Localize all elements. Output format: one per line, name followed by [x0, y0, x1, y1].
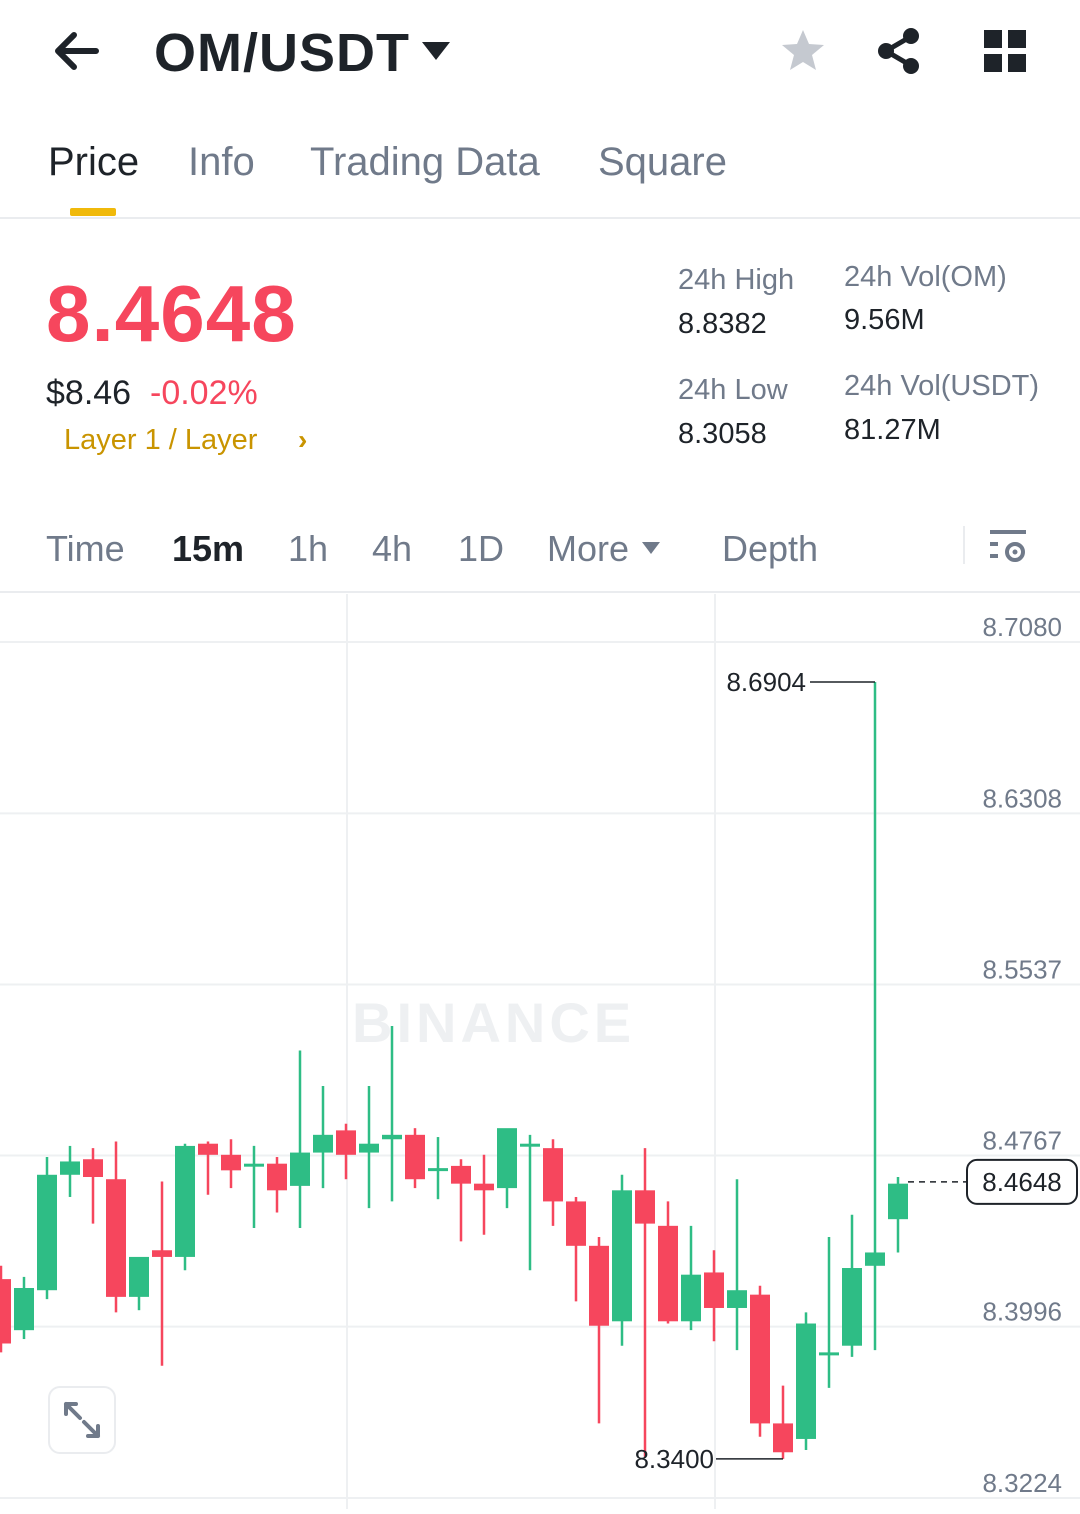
caret-down-icon — [422, 42, 450, 60]
candle-body — [612, 1190, 632, 1322]
vol-quote-value: 81.27M — [844, 414, 941, 446]
interval-4h[interactable]: 4h — [372, 528, 413, 569]
share-icon — [878, 28, 919, 74]
share-button[interactable] — [874, 26, 924, 76]
interval-1d[interactable]: 1D — [458, 528, 505, 569]
candle-body — [681, 1274, 701, 1322]
y-tick-label: 8.3224 — [982, 1468, 1062, 1498]
candle-body — [37, 1174, 57, 1291]
candle-body — [796, 1323, 816, 1439]
candle-body — [497, 1128, 517, 1189]
chart-settings-button[interactable] — [988, 526, 1028, 566]
candle-body — [60, 1161, 80, 1175]
last-price-label: 8.4648 — [982, 1167, 1062, 1197]
star-icon — [782, 30, 824, 70]
low-marker-label: 8.3400 — [634, 1444, 714, 1474]
high-value: 8.8382 — [678, 308, 767, 340]
tabs-divider — [0, 217, 1080, 219]
price-change-percent: -0.02% — [150, 374, 258, 412]
candle-body — [566, 1201, 586, 1246]
tab-price[interactable]: Price — [48, 140, 140, 184]
interval-divider — [963, 526, 965, 564]
candle-body — [198, 1143, 218, 1155]
category-chevron-icon[interactable]: › — [298, 424, 308, 455]
candle-body — [635, 1190, 655, 1224]
tab-info[interactable]: Info — [188, 140, 255, 184]
exchange-watermark: BINANCE — [352, 991, 636, 1054]
y-tick-label: 8.6308 — [982, 783, 1062, 813]
last-price: 8.4648 — [46, 269, 297, 358]
more-caret-icon[interactable] — [640, 540, 662, 561]
candle-body — [14, 1287, 34, 1331]
candle-body — [336, 1130, 356, 1155]
pair-dropdown-button[interactable] — [418, 38, 454, 64]
chart-settings-icon — [990, 530, 1026, 562]
candle-body — [727, 1290, 747, 1308]
candle-body — [658, 1225, 678, 1322]
candle-body — [773, 1423, 793, 1453]
vol-quote-label: 24h Vol(USDT) — [844, 370, 1040, 402]
y-tick-label: 8.7080 — [982, 612, 1062, 642]
tab-trading-data[interactable]: Trading Data — [310, 140, 540, 184]
candle-body — [750, 1294, 770, 1424]
candle-body — [842, 1268, 862, 1346]
candle-body — [704, 1272, 724, 1308]
candle-body — [175, 1145, 195, 1257]
vol-base-value: 9.56M — [844, 304, 925, 336]
candlestick-chart[interactable]: 8.7080 8.6308 8.5537 8.4767 8.3996 8.3224 8.69… — [0, 594, 1080, 1509]
y-tick-label: 8.5537 — [982, 955, 1062, 985]
category-tag[interactable]: Layer 1 / Layer — [64, 424, 258, 456]
candle-body — [888, 1183, 908, 1220]
interval-more[interactable]: More — [547, 528, 630, 569]
candle-body — [267, 1163, 287, 1191]
fullscreen-button[interactable] — [48, 1386, 116, 1454]
candle-body — [865, 1252, 885, 1266]
interval-1h[interactable]: 1h — [288, 528, 329, 569]
candle-body — [543, 1148, 563, 1202]
last-price-box — [966, 1158, 1078, 1205]
high-marker-label: 8.6904 — [726, 667, 806, 697]
high-label: 24h High — [678, 264, 795, 296]
candle-body — [428, 1168, 448, 1172]
candle-body — [129, 1256, 149, 1297]
usd-price: $8.46 — [46, 374, 132, 412]
tab-square[interactable]: Square — [598, 140, 727, 184]
candle-body — [819, 1352, 839, 1356]
low-value: 8.3058 — [678, 418, 767, 450]
favorite-button[interactable] — [778, 26, 828, 76]
candle-body — [589, 1245, 609, 1326]
interval-bar-divider — [0, 591, 1080, 593]
candle-body — [405, 1134, 425, 1180]
low-label: 24h Low — [678, 374, 788, 406]
expand-icon — [64, 1402, 100, 1438]
layout-grid-button[interactable] — [982, 28, 1028, 74]
chart-svg[interactable]: 8.7080 8.6308 8.5537 8.4767 8.3996 8.3224 8.69… — [0, 594, 1080, 1509]
back-button[interactable] — [48, 26, 104, 76]
interval-15m[interactable]: 15m — [172, 528, 245, 569]
back-arrow-icon — [55, 32, 99, 70]
y-tick-label: 8.4767 — [982, 1125, 1062, 1155]
candle-body — [244, 1163, 264, 1167]
active-tab-indicator — [70, 208, 116, 216]
candle-body — [106, 1179, 126, 1297]
candle-body — [152, 1250, 172, 1257]
candle-body — [83, 1159, 103, 1177]
candle-body — [520, 1143, 540, 1147]
candle-body — [0, 1279, 11, 1344]
y-tick-label: 8.3996 — [982, 1297, 1062, 1327]
candle-body — [474, 1183, 494, 1191]
grid-icon — [984, 30, 1026, 72]
candle-body — [382, 1134, 402, 1140]
interval-time[interactable]: Time — [46, 528, 125, 569]
candle-body — [359, 1143, 379, 1153]
vol-base-label: 24h Vol(OM) — [844, 261, 1007, 293]
candle-body — [451, 1165, 471, 1184]
candle-body — [221, 1154, 241, 1171]
candle-body — [290, 1152, 310, 1186]
candle-body — [313, 1134, 333, 1153]
depth-tab[interactable]: Depth — [722, 528, 819, 569]
pair-title[interactable]: OM/USDT — [154, 23, 410, 83]
